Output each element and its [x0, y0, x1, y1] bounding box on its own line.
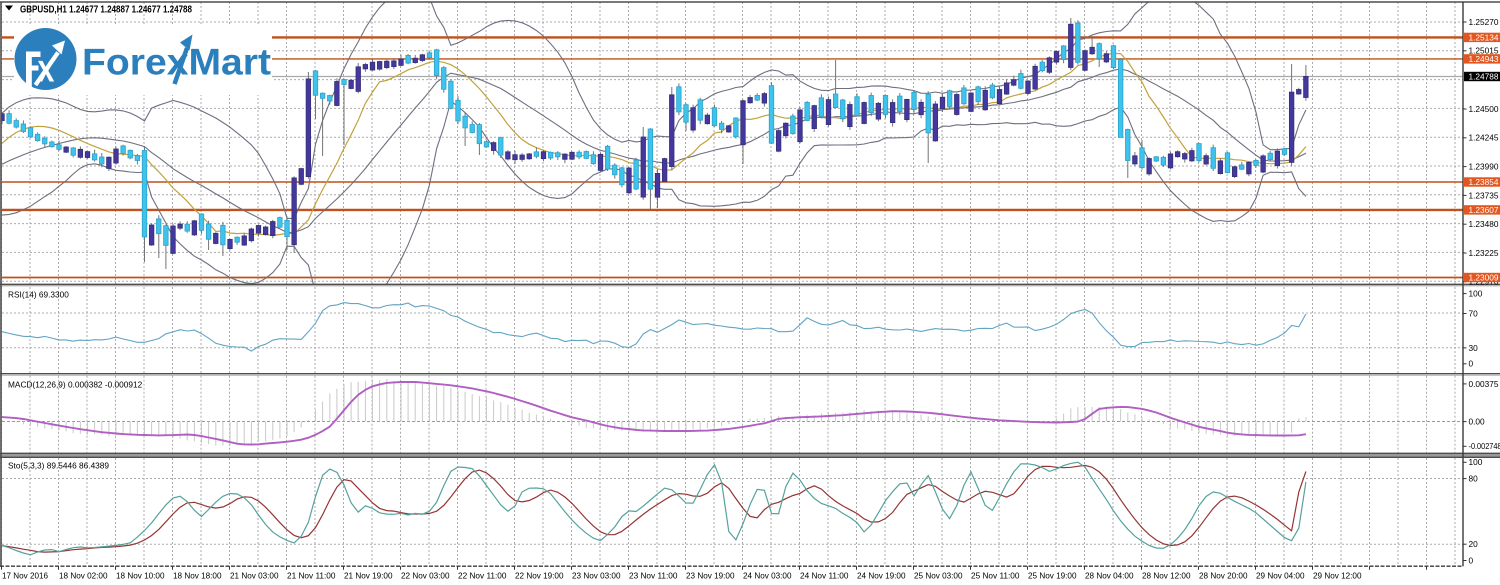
svg-text:0.00375: 0.00375 — [1469, 379, 1499, 389]
svg-text:29 Nov 12:00: 29 Nov 12:00 — [1313, 570, 1362, 580]
svg-text:0.00: 0.00 — [1469, 417, 1486, 427]
svg-text:1.23009: 1.23009 — [1469, 272, 1499, 282]
svg-text:23 Nov 11:00: 23 Nov 11:00 — [629, 570, 678, 580]
svg-text:22 Nov 11:00: 22 Nov 11:00 — [458, 570, 507, 580]
svg-text:18 Nov 18:00: 18 Nov 18:00 — [173, 570, 222, 580]
svg-text:1.25270: 1.25270 — [1469, 17, 1499, 27]
svg-text:GBPUSD,H1 1.24677 1.24887 1.2: GBPUSD,H1 1.24677 1.24887 1.24677 1.2478… — [20, 4, 192, 15]
svg-text:18 Nov 10:00: 18 Nov 10:00 — [116, 570, 165, 580]
svg-text:23 Nov 03:00: 23 Nov 03:00 — [572, 570, 621, 580]
svg-text:70: 70 — [1469, 308, 1479, 318]
svg-text:22 Nov 03:00: 22 Nov 03:00 — [401, 570, 450, 580]
svg-text:1.23990: 1.23990 — [1469, 162, 1499, 172]
svg-text:25 Nov 19:00: 25 Nov 19:00 — [1028, 570, 1077, 580]
svg-text:1.23607: 1.23607 — [1469, 205, 1499, 215]
svg-text:0: 0 — [1469, 359, 1474, 369]
svg-text:28 Nov 20:00: 28 Nov 20:00 — [1199, 570, 1248, 580]
svg-text:1.23854: 1.23854 — [1469, 177, 1499, 187]
svg-text:28 Nov 04:00: 28 Nov 04:00 — [1085, 570, 1134, 580]
svg-text:25 Nov 11:00: 25 Nov 11:00 — [971, 570, 1020, 580]
svg-text:18 Nov 02:00: 18 Nov 02:00 — [59, 570, 108, 580]
svg-text:29 Nov 04:00: 29 Nov 04:00 — [1256, 570, 1305, 580]
svg-text:24 Nov 11:00: 24 Nov 11:00 — [800, 570, 849, 580]
svg-text:1.25134: 1.25134 — [1469, 32, 1499, 42]
svg-text:24 Nov 03:00: 24 Nov 03:00 — [743, 570, 792, 580]
svg-text:22 Nov 19:00: 22 Nov 19:00 — [515, 570, 564, 580]
svg-text:21 Nov 03:00: 21 Nov 03:00 — [230, 570, 279, 580]
svg-text:25 Nov 03:00: 25 Nov 03:00 — [914, 570, 963, 580]
svg-text:1.23225: 1.23225 — [1469, 248, 1499, 258]
svg-text:17 Nov 2016: 17 Nov 2016 — [2, 570, 48, 580]
svg-text:Sto(5,3,3) 89.5446 86.4389: Sto(5,3,3) 89.5446 86.4389 — [8, 461, 109, 471]
svg-text:24 Nov 19:00: 24 Nov 19:00 — [857, 570, 906, 580]
svg-text:1.25015: 1.25015 — [1469, 46, 1499, 56]
svg-text:-0.002748: -0.002748 — [1469, 441, 1500, 451]
svg-text:21 Nov 19:00: 21 Nov 19:00 — [344, 570, 393, 580]
svg-text:1.23480: 1.23480 — [1469, 219, 1499, 229]
svg-text:1.23735: 1.23735 — [1469, 190, 1499, 200]
svg-text:28 Nov 12:00: 28 Nov 12:00 — [1142, 570, 1191, 580]
svg-text:1.24245: 1.24245 — [1469, 133, 1499, 143]
svg-text:100: 100 — [1469, 289, 1483, 299]
svg-text:21 Nov 11:00: 21 Nov 11:00 — [287, 570, 336, 580]
svg-text:1.24788: 1.24788 — [1469, 71, 1499, 81]
svg-text:30: 30 — [1469, 343, 1479, 353]
svg-text:MACD(12,26,9) 0.000382 -0.0009: MACD(12,26,9) 0.000382 -0.000912 — [8, 380, 143, 390]
svg-text:23 Nov 19:00: 23 Nov 19:00 — [686, 570, 735, 580]
svg-text:1.24500: 1.24500 — [1469, 104, 1499, 114]
svg-text:80: 80 — [1469, 474, 1479, 484]
svg-text:100: 100 — [1469, 457, 1483, 467]
svg-text:0: 0 — [1469, 555, 1474, 565]
svg-text:RSI(14) 69.3300: RSI(14) 69.3300 — [8, 290, 69, 300]
svg-text:20: 20 — [1469, 539, 1479, 549]
svg-text:1.24943: 1.24943 — [1469, 54, 1499, 64]
